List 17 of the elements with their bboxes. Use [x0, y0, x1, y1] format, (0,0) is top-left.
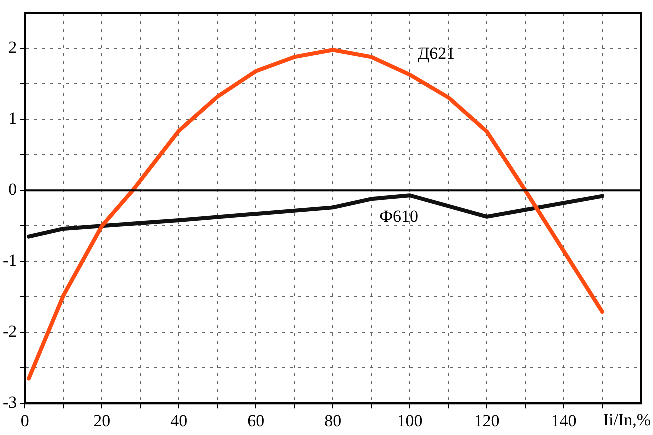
y-tick-label: 2: [8, 38, 18, 58]
x-tick-label: 0: [20, 411, 30, 430]
x-tick-label: 120: [474, 411, 500, 430]
series-label: Ф610: [380, 207, 419, 226]
x-tick-label: 60: [248, 411, 265, 430]
x-tick-label: 80: [324, 411, 342, 430]
x-tick-label: 40: [170, 411, 188, 430]
y-tick-label: -1: [2, 251, 18, 270]
x-axis-title: Ii/In,%: [603, 410, 651, 430]
series-label: Д621: [418, 44, 456, 63]
x-tick-label: 140: [551, 411, 577, 430]
y-tick-label: -3: [2, 393, 18, 412]
y-tick-label: 1: [8, 109, 18, 128]
y-tick-label: -2: [2, 322, 18, 342]
x-tick-label: 100: [397, 411, 423, 430]
y-tick-label: 0: [8, 180, 18, 200]
x-tick-label: 20: [94, 411, 111, 430]
